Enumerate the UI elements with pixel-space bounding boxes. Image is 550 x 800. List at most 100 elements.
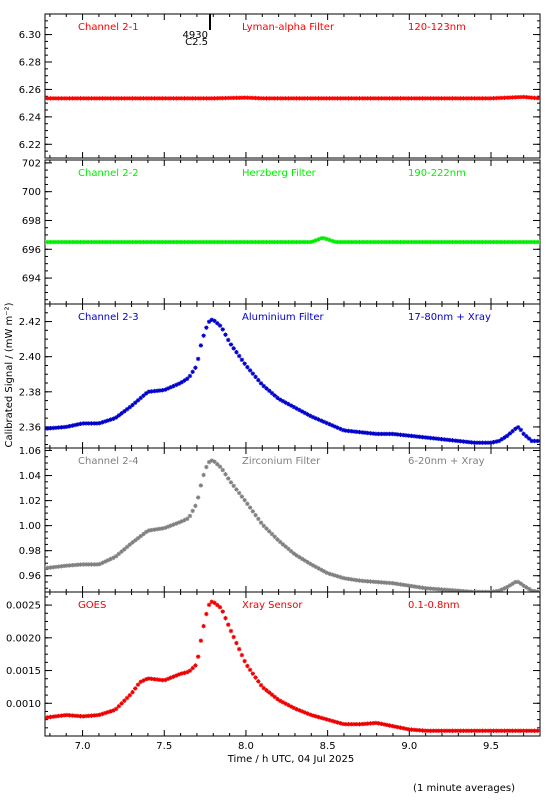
panel-frame xyxy=(44,13,541,159)
data-point xyxy=(376,721,381,726)
data-point xyxy=(450,728,455,733)
data-point xyxy=(316,714,321,720)
data-point xyxy=(329,718,335,724)
filter-label: Herzberg Filter xyxy=(242,168,317,179)
data-point xyxy=(357,722,362,727)
data-point xyxy=(176,96,182,101)
panel-5: 0.0010 0.0015 0.0020 0.0025 GOES Xray Sensor 0… xyxy=(6,591,541,737)
data-point xyxy=(236,239,242,245)
data-point xyxy=(127,542,132,547)
data-point xyxy=(204,611,209,617)
y-tick-label: 700 xyxy=(22,187,41,198)
data-point xyxy=(275,395,280,401)
data-point xyxy=(105,96,111,101)
data-point xyxy=(94,562,100,567)
data-point xyxy=(242,658,247,664)
data-point xyxy=(226,476,231,481)
data-point xyxy=(141,678,146,683)
data-point xyxy=(198,239,204,245)
y-tick-label: 6.30 xyxy=(19,30,41,41)
data-point xyxy=(275,696,280,702)
data-point xyxy=(111,555,116,561)
data-point xyxy=(420,728,425,733)
data-point xyxy=(97,561,102,567)
data-point xyxy=(360,239,365,245)
data-point xyxy=(92,713,97,718)
data-point xyxy=(332,719,338,724)
data-point xyxy=(231,239,236,245)
data-point xyxy=(436,728,442,733)
data-point xyxy=(264,688,269,693)
data-point xyxy=(455,728,461,733)
data-point xyxy=(215,239,220,245)
y-tick-label: 2.42 xyxy=(19,317,41,328)
data-point xyxy=(94,96,100,101)
data-point xyxy=(360,430,365,435)
data-point xyxy=(72,713,78,718)
data-point xyxy=(409,433,414,439)
data-point xyxy=(182,517,187,523)
data-point xyxy=(116,96,122,101)
data-point xyxy=(442,587,447,592)
data-point xyxy=(280,398,286,404)
data-point xyxy=(422,239,428,245)
data-point xyxy=(414,239,420,245)
data-point xyxy=(234,487,239,492)
data-point xyxy=(515,579,521,585)
data-point xyxy=(384,96,390,101)
data-point xyxy=(78,562,83,567)
data-point xyxy=(256,95,261,101)
data-point xyxy=(212,318,217,324)
flare-id-label: 4930 xyxy=(183,30,208,41)
data-point xyxy=(442,239,447,245)
data-point xyxy=(387,96,392,101)
data-point xyxy=(217,323,223,328)
data-point xyxy=(357,96,362,101)
data-point xyxy=(310,414,316,420)
data-point xyxy=(379,431,384,437)
data-point xyxy=(319,715,324,721)
data-point xyxy=(152,96,157,101)
data-point xyxy=(258,520,264,525)
data-point xyxy=(340,96,346,101)
data-point xyxy=(239,494,245,499)
panel-2: 694 696 698 700 702 Channel 2-2 Herzberg Filte… xyxy=(22,158,541,305)
data-point xyxy=(94,421,100,426)
data-point xyxy=(105,558,111,563)
data-point xyxy=(310,563,316,568)
data-point xyxy=(157,96,163,101)
data-point xyxy=(373,239,379,245)
x-tick-label: 7.0 xyxy=(75,741,91,752)
filter-label: Zirconium Filter xyxy=(242,456,321,467)
data-point xyxy=(102,419,108,424)
data-point xyxy=(264,526,269,531)
data-point xyxy=(335,239,340,245)
data-point xyxy=(236,646,242,652)
band-label: 17-80nm + Xray xyxy=(408,312,491,323)
data-point xyxy=(92,421,97,426)
data-point xyxy=(485,440,491,445)
data-point xyxy=(365,430,370,436)
data-point xyxy=(329,96,335,101)
data-point xyxy=(294,96,299,101)
data-point xyxy=(135,398,141,403)
data-point xyxy=(61,96,67,101)
data-point xyxy=(61,424,67,430)
data-point xyxy=(499,728,504,733)
data-point xyxy=(502,95,507,100)
data-point xyxy=(403,433,409,438)
data-point xyxy=(261,685,266,691)
data-point xyxy=(379,721,384,727)
data-point xyxy=(72,562,78,568)
data-point xyxy=(376,239,381,245)
data-point xyxy=(228,628,234,634)
data-point xyxy=(45,715,50,720)
data-point xyxy=(349,239,354,245)
data-point xyxy=(340,239,346,245)
data-series xyxy=(45,599,540,733)
data-point xyxy=(206,239,212,245)
data-point xyxy=(483,96,488,101)
data-point xyxy=(360,721,365,727)
data-point xyxy=(518,239,524,245)
y-tick-label: 2.36 xyxy=(19,422,41,433)
